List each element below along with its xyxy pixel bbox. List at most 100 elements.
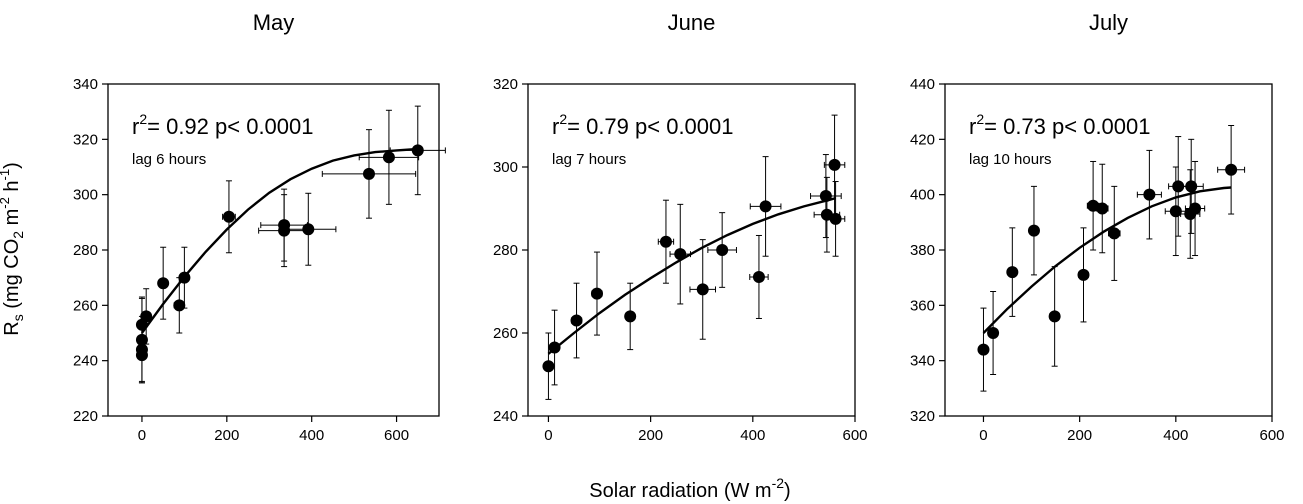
- y-label-m: m: [1, 209, 23, 231]
- y-tick-label: 280: [73, 242, 98, 259]
- x-tick-label: 200: [214, 427, 239, 444]
- y-tick-label: 360: [910, 297, 935, 314]
- y-axis-label: Rs (mg CO2 m-2 h-1): [0, 162, 26, 336]
- y-tick-label: 380: [910, 242, 935, 259]
- data-point: [157, 277, 170, 290]
- x-tick-label: 400: [1163, 427, 1188, 444]
- y-tick-label: 400: [910, 187, 935, 204]
- data-point: [1048, 310, 1061, 323]
- data-point: [1169, 205, 1182, 218]
- data-point: [178, 271, 191, 284]
- data-point: [382, 151, 395, 164]
- y-tick-label: 240: [73, 353, 98, 370]
- data-point: [362, 167, 375, 180]
- data-point: [570, 314, 583, 327]
- data-point: [135, 343, 148, 356]
- x-tick-label: 600: [384, 427, 409, 444]
- x-tick-label: 400: [740, 427, 765, 444]
- panel-may: May 220 240 260 280 300 320 340 0 200 400 600 r2= 0.…: [73, 10, 446, 444]
- fit-curve: [982, 186, 1232, 334]
- x-label-main: Solar radiation (W m: [589, 480, 771, 502]
- y-tick-label: 320: [910, 408, 935, 425]
- stat-values: = 0.92 p< 0.0001: [147, 114, 313, 139]
- data-point: [819, 190, 832, 203]
- stat-r-sup: 2: [559, 111, 567, 127]
- fit-curve: [140, 147, 418, 334]
- y-tick-label: 440: [910, 76, 935, 93]
- panel-june: June 240 260 280 300 320 0 200 400 600 r2= 0.79 p<…: [493, 10, 868, 444]
- data-point: [278, 224, 291, 237]
- x-tick-label: 200: [638, 427, 663, 444]
- y-tick-label: 220: [73, 408, 98, 425]
- data-point: [696, 283, 709, 296]
- data-point: [1077, 268, 1090, 281]
- x-tick-label: 0: [979, 427, 987, 444]
- data-point: [411, 144, 424, 157]
- lag-text: lag 6 hours: [132, 151, 206, 168]
- y-label-hsup: -1: [0, 169, 12, 181]
- data-point: [752, 270, 765, 283]
- data-point: [1006, 266, 1019, 279]
- data-point: [624, 310, 637, 323]
- data-point: [759, 200, 772, 213]
- x-label-end: ): [784, 480, 791, 502]
- stat-text: r2= 0.79 p< 0.0001: [552, 111, 734, 139]
- x-tick-label: 200: [1067, 427, 1092, 444]
- data-point: [1096, 202, 1109, 215]
- y-label-r: R: [1, 321, 23, 335]
- panel-title: June: [668, 10, 716, 35]
- data-point: [590, 287, 603, 300]
- y-label-msup: -2: [0, 197, 12, 209]
- data-point: [1189, 202, 1202, 215]
- data-point: [140, 310, 153, 323]
- y-tick-label: 320: [493, 76, 518, 93]
- panel-title: May: [253, 10, 295, 35]
- y-tick-label: 260: [493, 325, 518, 342]
- data-point: [716, 244, 729, 256]
- x-tick-label: 400: [299, 427, 324, 444]
- y-tick-label: 320: [73, 131, 98, 148]
- stat-r: r: [969, 114, 976, 139]
- y-tick-label: 240: [493, 408, 518, 425]
- y-label-open: (mg CO: [1, 239, 23, 315]
- lag-text: lag 7 hours: [552, 151, 626, 168]
- data-point: [1185, 180, 1198, 193]
- data-point: [302, 223, 315, 236]
- data-point: [222, 210, 235, 223]
- stat-text: r2= 0.73 p< 0.0001: [969, 111, 1151, 139]
- data-point: [548, 341, 561, 354]
- stat-text: r2= 0.92 p< 0.0001: [132, 111, 314, 139]
- data-point: [1172, 180, 1185, 193]
- data-point: [1225, 163, 1238, 176]
- data-point: [674, 248, 687, 261]
- lag-text: lag 10 hours: [969, 151, 1052, 168]
- data-point: [1087, 199, 1100, 212]
- data-point: [542, 360, 555, 373]
- y-label-two: 2: [10, 231, 26, 239]
- y-label-s: s: [10, 314, 26, 321]
- stat-r: r: [552, 114, 559, 139]
- y-tick-label: 420: [910, 131, 935, 148]
- x-tick-label: 0: [138, 427, 146, 444]
- x-tick-label: 600: [1259, 427, 1284, 444]
- data-point: [977, 343, 990, 356]
- x-label-sup: -2: [772, 475, 785, 491]
- x-tick-label: 0: [544, 427, 552, 444]
- panel-title: July: [1089, 10, 1128, 35]
- y-tick-label: 260: [73, 297, 98, 314]
- data-point: [1108, 227, 1121, 240]
- data-point: [828, 158, 841, 171]
- y-tick-label: 340: [73, 76, 98, 93]
- y-tick-label: 300: [493, 159, 518, 176]
- data-point: [173, 299, 186, 312]
- panel-july: July 320 340 360 380 400 420 440 0 200 400 600 r2= 0…: [910, 10, 1285, 444]
- y-tick-label: 280: [493, 242, 518, 259]
- stat-r: r: [132, 114, 139, 139]
- y-label-close: ): [1, 162, 23, 169]
- x-axis-label: Solar radiation (W m-2): [589, 475, 790, 502]
- stat-r-sup: 2: [139, 111, 147, 127]
- data-point: [659, 235, 672, 248]
- data-point: [135, 333, 148, 346]
